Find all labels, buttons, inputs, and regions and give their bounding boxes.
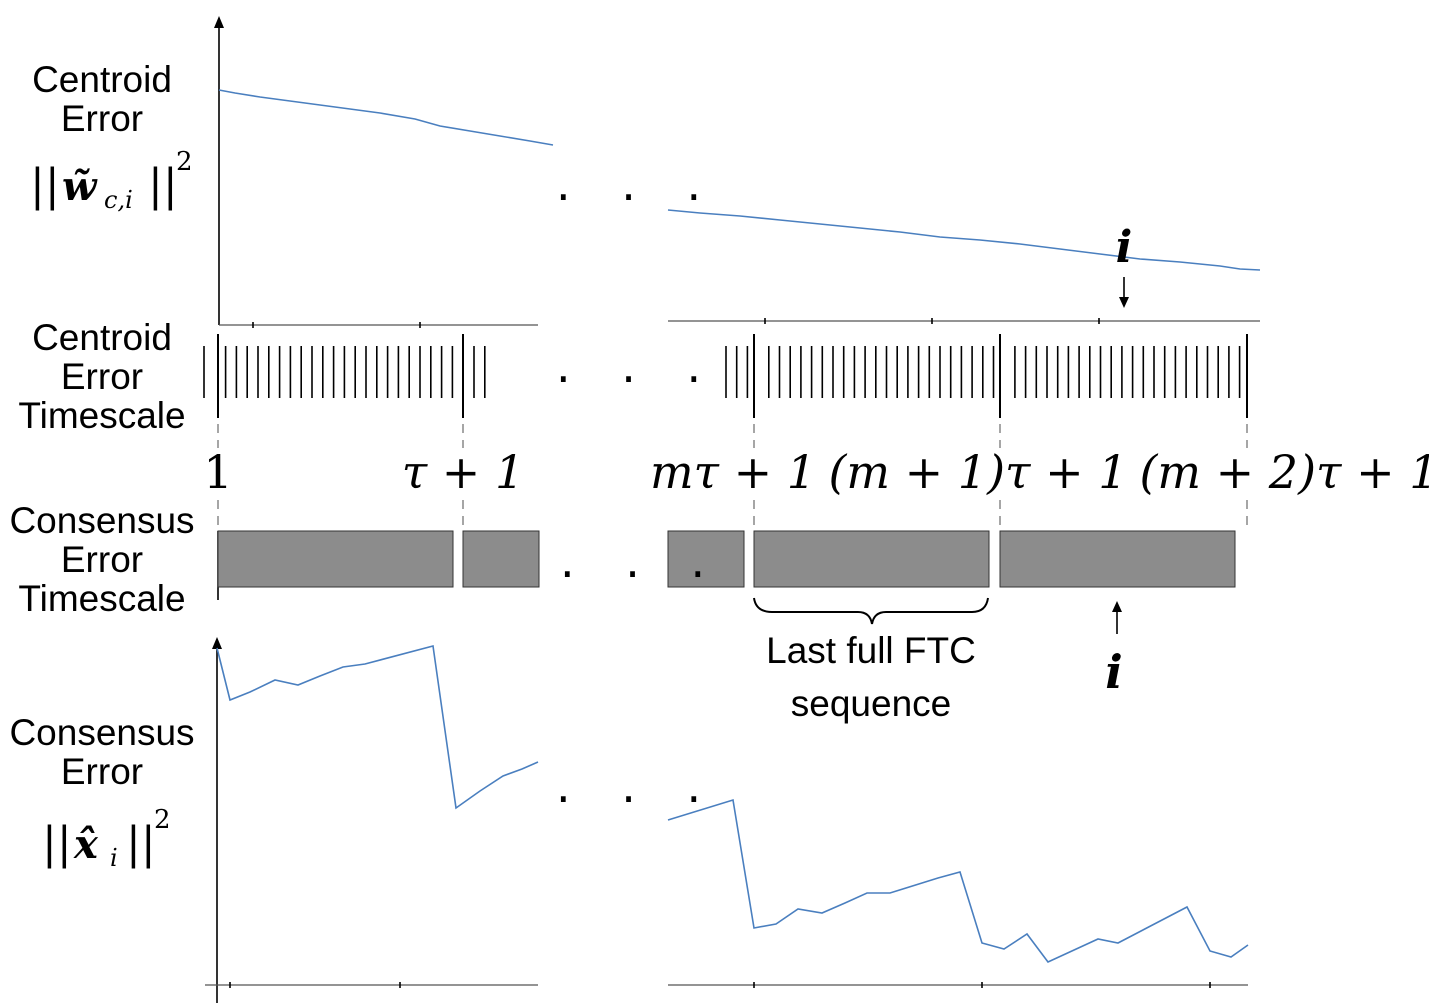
consensus-timescale-label-line1: Consensus [9,500,194,541]
i-marker-bottom: i [1105,601,1123,699]
consensus-formula-close-norm: || [126,818,156,869]
centroid-timescale-label-line2: Error [61,356,143,397]
centroid-y-axis-arrow [214,16,224,28]
timeline-label-m2tau: (m + 2)τ + 1 [1139,445,1429,499]
consensus-block [462,530,540,588]
centroid-timescale-ticks-left [203,334,486,418]
centroid-timescale-ticks-right [725,334,1248,418]
consensus-error-curve-right [667,798,1249,963]
ellipsis-row2: . . . [556,339,719,393]
curly-brace [753,597,989,625]
centroid-error-axes-left [214,16,538,328]
consensus-formula-exponent: 2 [154,805,171,835]
timeline-label-mtau: mτ + 1 [650,445,816,499]
boundary-guides [217,424,1248,528]
consensus-formula-open-norm: || [42,818,72,869]
timeline-label-1: 1 [203,445,232,499]
centroid-error-label-line2: Error [61,98,143,139]
timeline-label-tau: τ + 1 [402,445,525,499]
i-marker-top-label: i [1116,222,1133,273]
consensus-error-curve-left [216,644,539,810]
consensus-error-label-line1: Consensus [9,712,194,753]
centroid-timescale-label: Centroid Error Timescale [18,317,185,436]
centroid-error-label: Centroid Error [32,59,172,139]
consensus-block-last-full [753,530,990,588]
ellipsis-row3: . . . [560,534,723,588]
brace-label-line1: Last full FTC [766,630,976,671]
i-marker-top: i [1116,222,1133,308]
consensus-error-label-line2: Error [61,751,143,792]
timeline-labels: 1 τ + 1 mτ + 1 (m + 1)τ + 1 (m + 2)τ + 1 [203,445,1429,499]
ellipsis-row4: . . . [556,759,719,813]
timeline-label-m1tau: (m + 1)τ + 1 [828,445,1127,499]
centroid-timescale-label-line3: Timescale [18,395,185,436]
consensus-block [667,530,745,588]
centroid-error-axes-right [668,318,1260,324]
centroid-formula-w: w̃ [62,163,98,210]
brace-label-line2: sequence [791,683,951,724]
consensus-error-axes-left [205,637,538,1003]
consensus-formula-subscript: i [110,844,118,872]
consensus-error-label: Consensus Error [9,712,194,792]
consensus-error-axes-right [668,982,1248,988]
centroid-error-curve-right [667,209,1261,271]
consensus-timescale-label-line3: Timescale [18,578,185,619]
consensus-block [999,530,1236,588]
centroid-error-label-line1: Centroid [32,59,172,100]
centroid-error-formula: || w̃ c,i || 2 [30,147,193,214]
consensus-block [217,530,454,588]
ellipsis-row1: . . . [556,157,719,211]
consensus-error-formula: || x̂ i || 2 [42,805,171,872]
centroid-formula-exponent: 2 [176,147,193,177]
centroid-formula-open-norm: || [30,160,60,211]
consensus-timescale-label-line2: Error [61,539,143,580]
down-arrow-icon [1119,297,1129,308]
centroid-formula-subscript: c,i [104,186,133,214]
consensus-y-axis-arrow [212,637,222,649]
centroid-timescale-label-line1: Centroid [32,317,172,358]
centroid-formula-close-norm: || [148,160,178,211]
consensus-formula-x: x̂ [73,821,99,868]
consensus-timescale-label: Consensus Error Timescale [9,500,194,619]
consensus-blocks [217,530,1236,588]
centroid-error-curve-left [218,89,554,146]
brace-label: Last full FTC sequence [766,630,976,724]
i-marker-bottom-label: i [1105,645,1122,699]
